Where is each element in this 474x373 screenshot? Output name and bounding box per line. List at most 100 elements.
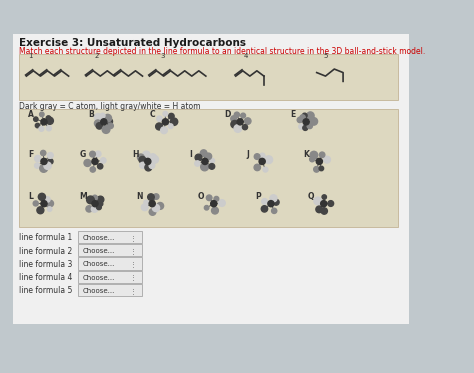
Circle shape bbox=[36, 123, 40, 128]
Circle shape bbox=[151, 156, 158, 163]
Circle shape bbox=[41, 201, 47, 207]
FancyBboxPatch shape bbox=[78, 244, 142, 256]
Text: N: N bbox=[137, 192, 143, 201]
Circle shape bbox=[195, 154, 202, 161]
Circle shape bbox=[92, 201, 98, 207]
Circle shape bbox=[231, 120, 238, 128]
Circle shape bbox=[47, 153, 53, 159]
Text: ⋮: ⋮ bbox=[130, 248, 137, 254]
Circle shape bbox=[35, 156, 41, 162]
Circle shape bbox=[307, 112, 314, 119]
Circle shape bbox=[310, 151, 318, 159]
Text: ⋮: ⋮ bbox=[130, 261, 137, 267]
Circle shape bbox=[100, 158, 106, 163]
Text: P: P bbox=[255, 192, 261, 201]
Text: line formula 3: line formula 3 bbox=[19, 260, 73, 269]
Circle shape bbox=[206, 195, 212, 201]
Circle shape bbox=[94, 120, 101, 127]
Text: Choose...: Choose... bbox=[82, 235, 115, 241]
Circle shape bbox=[92, 195, 98, 200]
Text: Match each structure depicted in the line formula to an identical structure in t: Match each structure depicted in the lin… bbox=[19, 47, 426, 56]
Text: A: A bbox=[28, 110, 34, 119]
Circle shape bbox=[140, 162, 146, 168]
Circle shape bbox=[161, 127, 167, 134]
Circle shape bbox=[234, 125, 242, 132]
Circle shape bbox=[231, 116, 237, 122]
Circle shape bbox=[157, 116, 162, 121]
Text: Dark gray = C atom, light gray/white = H atom: Dark gray = C atom, light gray/white = H… bbox=[19, 103, 201, 112]
Circle shape bbox=[46, 117, 54, 124]
Text: ⋮: ⋮ bbox=[130, 275, 137, 280]
Circle shape bbox=[149, 154, 156, 161]
Text: K: K bbox=[303, 150, 310, 159]
Circle shape bbox=[154, 194, 159, 200]
Circle shape bbox=[87, 196, 94, 204]
Text: line formula 4: line formula 4 bbox=[19, 273, 73, 282]
Circle shape bbox=[245, 118, 251, 124]
Text: C: C bbox=[150, 110, 155, 119]
Text: 5: 5 bbox=[323, 53, 328, 59]
Text: L: L bbox=[28, 192, 33, 201]
Circle shape bbox=[209, 163, 215, 169]
Circle shape bbox=[170, 118, 178, 125]
Circle shape bbox=[234, 112, 239, 117]
Circle shape bbox=[314, 167, 319, 172]
Circle shape bbox=[302, 113, 307, 118]
Text: F: F bbox=[28, 150, 33, 159]
Circle shape bbox=[41, 150, 46, 156]
Circle shape bbox=[272, 208, 277, 213]
Text: line formula 1: line formula 1 bbox=[19, 233, 73, 242]
Circle shape bbox=[34, 117, 38, 121]
Circle shape bbox=[210, 201, 217, 207]
Circle shape bbox=[261, 206, 268, 212]
Circle shape bbox=[90, 167, 95, 172]
Circle shape bbox=[100, 113, 105, 118]
Circle shape bbox=[324, 156, 330, 163]
Text: 4: 4 bbox=[244, 53, 248, 59]
FancyBboxPatch shape bbox=[19, 109, 398, 228]
Circle shape bbox=[214, 197, 219, 201]
Circle shape bbox=[91, 206, 98, 212]
Circle shape bbox=[97, 196, 104, 203]
Circle shape bbox=[45, 197, 50, 202]
Circle shape bbox=[316, 159, 322, 164]
Circle shape bbox=[265, 156, 273, 164]
Circle shape bbox=[98, 202, 103, 206]
Circle shape bbox=[307, 123, 312, 129]
Circle shape bbox=[237, 119, 243, 125]
Circle shape bbox=[47, 200, 54, 207]
Circle shape bbox=[149, 209, 156, 215]
Text: line formula 5: line formula 5 bbox=[19, 286, 73, 295]
Circle shape bbox=[262, 198, 267, 204]
Circle shape bbox=[96, 123, 102, 129]
Circle shape bbox=[310, 117, 318, 125]
Circle shape bbox=[268, 201, 274, 207]
Circle shape bbox=[95, 151, 101, 157]
Circle shape bbox=[168, 124, 173, 129]
Circle shape bbox=[273, 199, 279, 205]
Circle shape bbox=[33, 201, 38, 206]
Text: H: H bbox=[132, 150, 138, 159]
Circle shape bbox=[263, 167, 268, 172]
Text: E: E bbox=[290, 110, 296, 119]
Circle shape bbox=[41, 119, 47, 125]
Circle shape bbox=[46, 116, 51, 120]
Circle shape bbox=[39, 126, 44, 131]
Circle shape bbox=[139, 156, 146, 163]
Circle shape bbox=[38, 193, 46, 200]
Circle shape bbox=[316, 206, 322, 213]
Circle shape bbox=[108, 123, 113, 129]
Circle shape bbox=[270, 195, 277, 202]
Text: Choose...: Choose... bbox=[82, 275, 115, 280]
Text: Exercise 3: Unsaturated Hydrocarbons: Exercise 3: Unsaturated Hydrocarbons bbox=[19, 38, 246, 48]
Circle shape bbox=[144, 200, 148, 204]
Text: D: D bbox=[224, 110, 231, 119]
Circle shape bbox=[155, 123, 163, 130]
Circle shape bbox=[145, 164, 152, 171]
Circle shape bbox=[202, 159, 208, 164]
Circle shape bbox=[210, 159, 215, 163]
Circle shape bbox=[148, 194, 154, 200]
Circle shape bbox=[310, 157, 315, 162]
Circle shape bbox=[162, 119, 168, 125]
Circle shape bbox=[149, 163, 155, 169]
